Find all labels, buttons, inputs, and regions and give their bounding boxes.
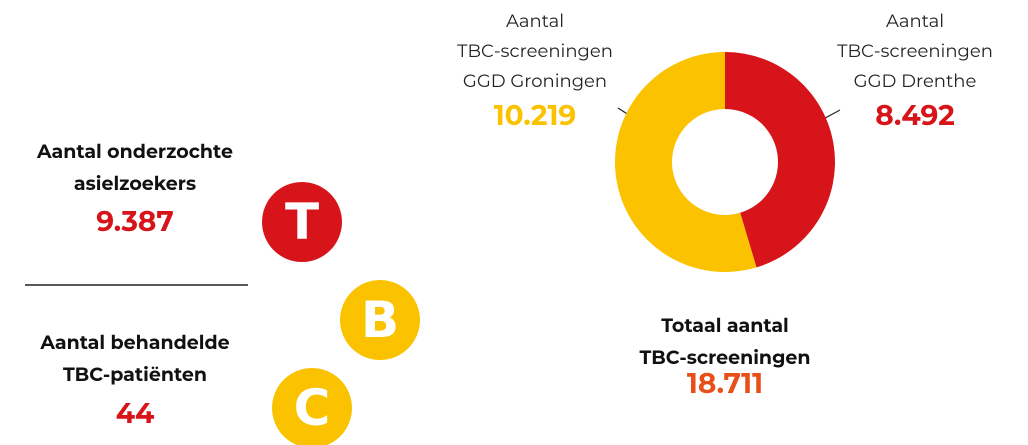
stat-value: 44: [115, 397, 155, 431]
donut-slice: [615, 52, 757, 272]
icon-circle: [340, 280, 420, 360]
stat-label: Aantal onderzochte asielzoekers: [37, 140, 233, 195]
icon-letter: B: [361, 291, 399, 349]
total-value: 18.711: [686, 367, 764, 401]
icon-circle: [262, 182, 342, 262]
icon-letter: C: [294, 379, 331, 437]
donut: [615, 52, 835, 272]
stat-label: Aantal behandelde TBC-patiënten: [40, 331, 230, 386]
value-label: 8.492: [875, 99, 955, 133]
donut-slice: [725, 52, 835, 268]
category-label: Aantal TBC-screeningen GGD Drenthe: [837, 10, 993, 92]
category-label: Aantal TBC-screeningen GGD Groningen: [457, 10, 613, 92]
icon-circle: [272, 368, 352, 445]
value-label: 10.219: [493, 99, 577, 133]
icon-letter: T: [285, 193, 319, 251]
total-label: Totaal aantal TBC-screeningen: [639, 314, 811, 369]
stat-value: 9.387: [96, 205, 174, 239]
